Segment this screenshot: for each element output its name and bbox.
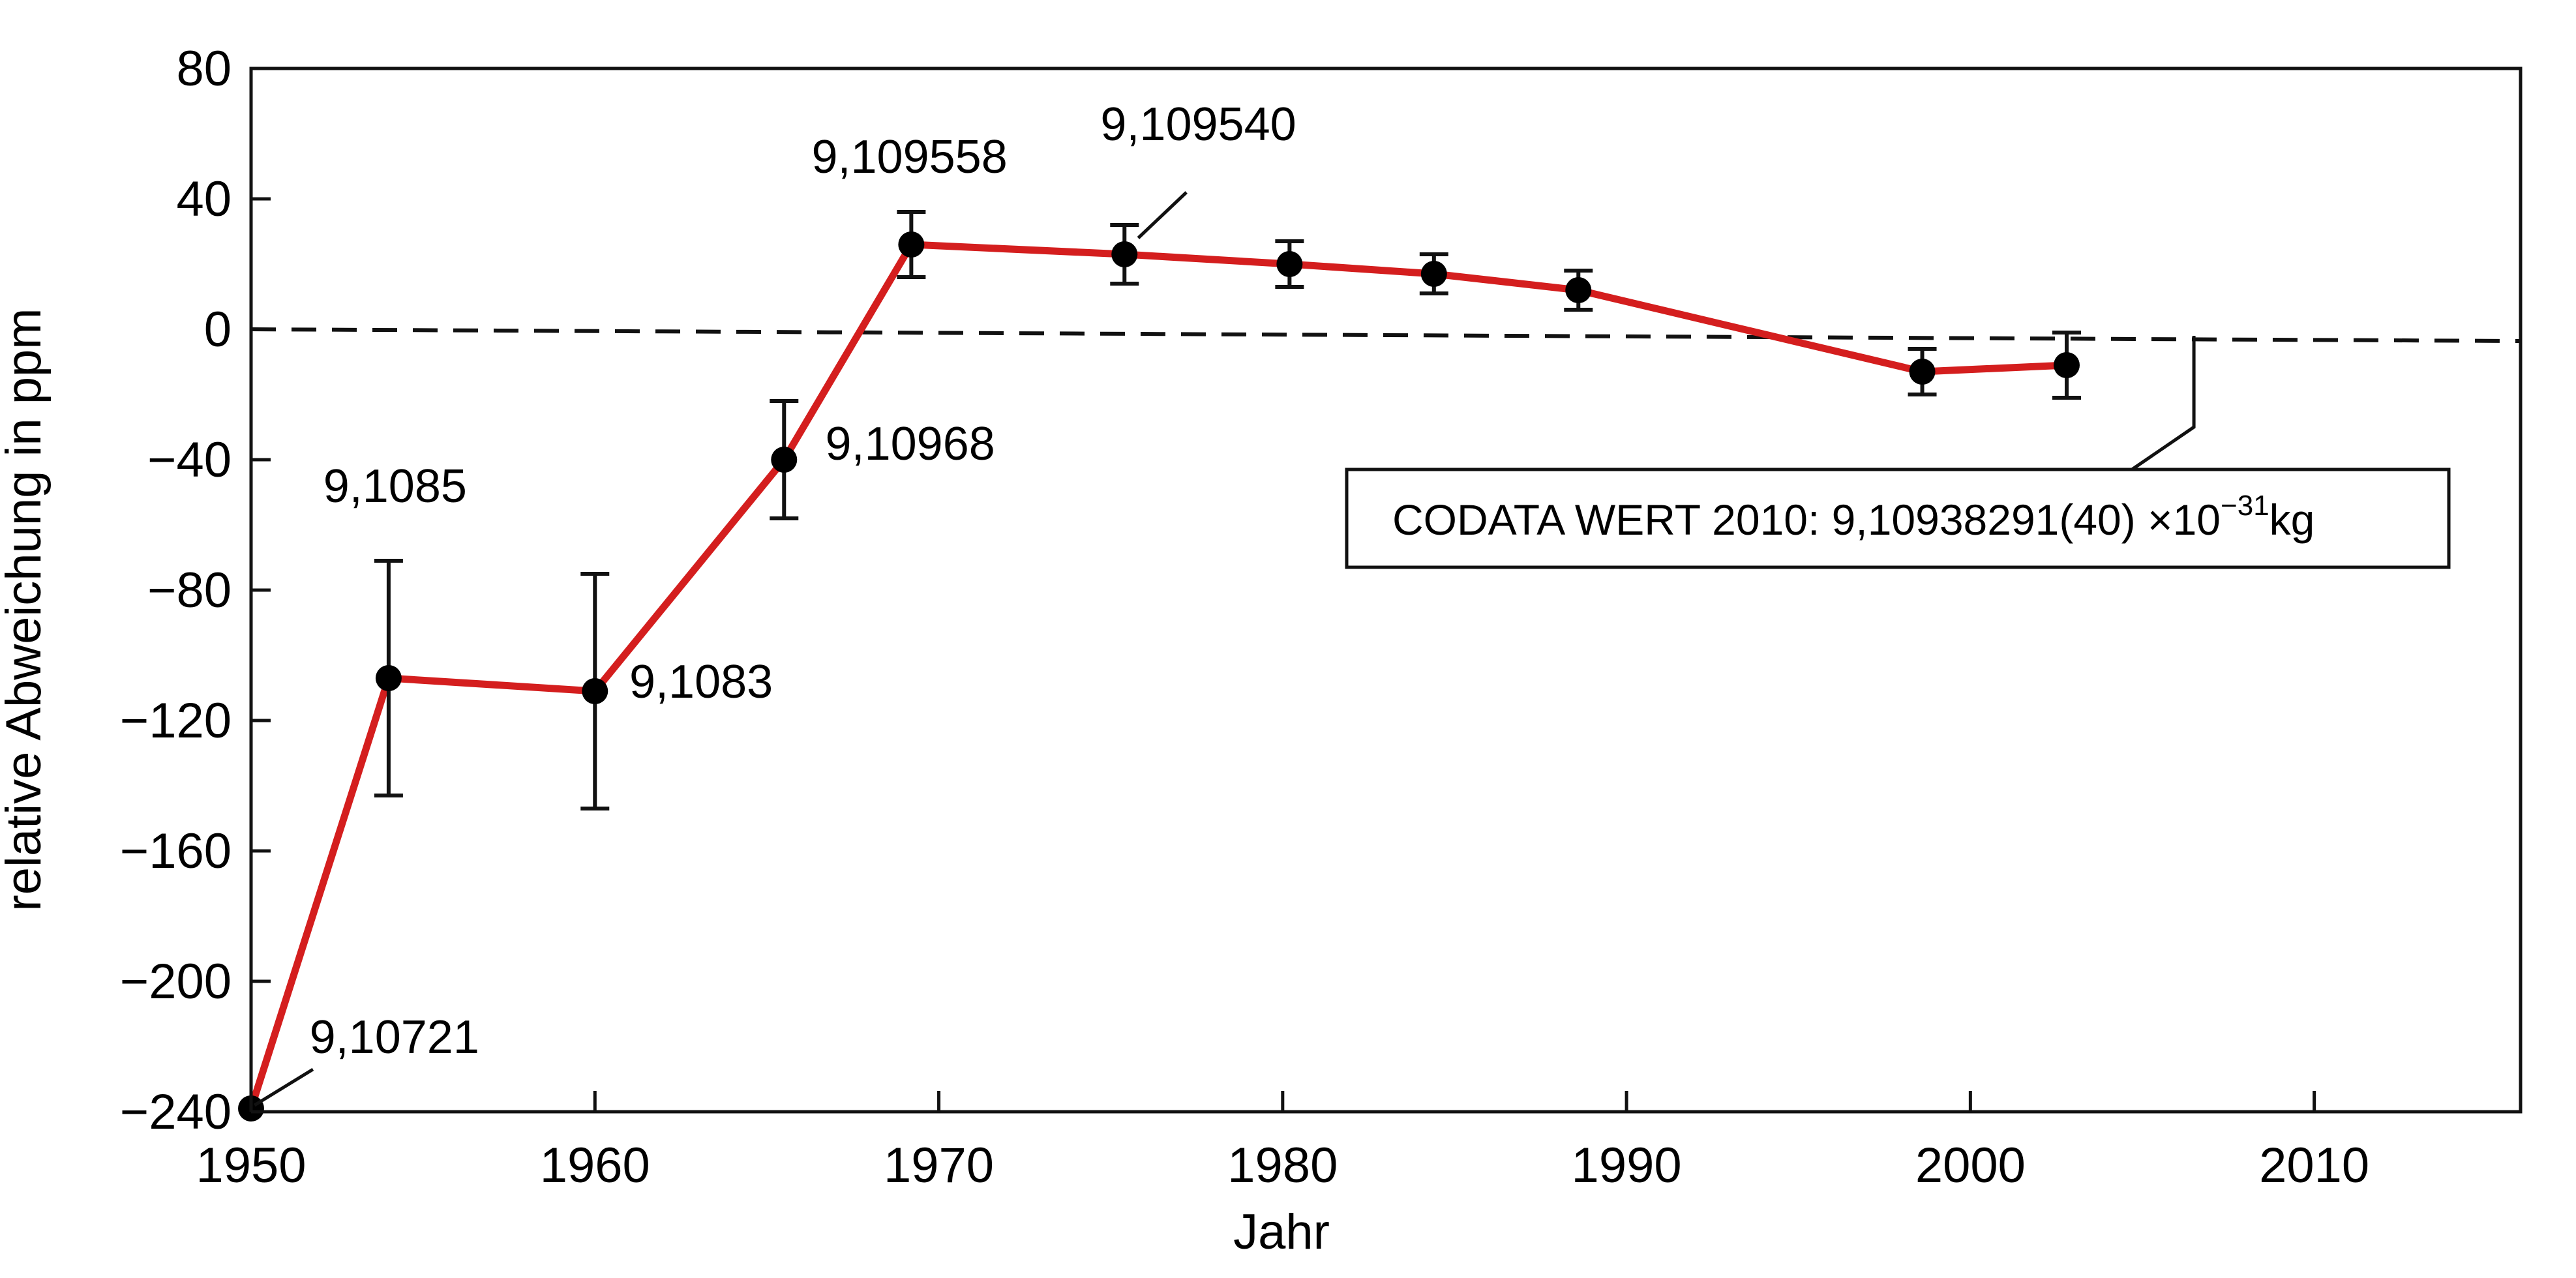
plot-frame-layer bbox=[249, 67, 2523, 1114]
data-point bbox=[2054, 352, 2080, 378]
codata-exponent: −31 bbox=[2221, 490, 2269, 522]
x-axis-label: Jahr bbox=[1233, 1204, 1330, 1260]
value-annotation: 9,1083 bbox=[629, 656, 773, 708]
data-point bbox=[898, 231, 925, 258]
y-tick-label: −40 bbox=[147, 432, 232, 488]
codata-unit: kg bbox=[2269, 496, 2315, 544]
reference-layer bbox=[250, 327, 2521, 343]
x-tick-label: 1960 bbox=[540, 1138, 650, 1193]
reference-zero-line bbox=[250, 327, 2521, 343]
y-tick-label: −160 bbox=[120, 824, 232, 879]
codata-text: CODATA WERT 2010: 9,10938291(40) ×10−31k… bbox=[1392, 490, 2314, 544]
plot-frame bbox=[249, 67, 2523, 1114]
codata-box bbox=[1345, 468, 2451, 569]
data-point bbox=[1111, 241, 1138, 267]
y-tick-label: −80 bbox=[147, 563, 232, 618]
y-tick-label: −200 bbox=[120, 954, 232, 1009]
x-tick-label: 2010 bbox=[2259, 1138, 2369, 1193]
value-annotation: 9,10721 bbox=[310, 1011, 479, 1063]
value-annotation: 9,1085 bbox=[323, 460, 467, 513]
annotation-leader-line bbox=[1137, 191, 1188, 239]
y-tick-label: 40 bbox=[176, 171, 232, 227]
y-tick-label: −120 bbox=[120, 693, 232, 749]
data-point bbox=[1909, 359, 1936, 385]
series-line bbox=[247, 241, 2067, 1110]
x-tick-label: 1980 bbox=[1227, 1138, 1338, 1193]
x-tick-label: 1950 bbox=[196, 1138, 306, 1193]
x-tick-label: 1990 bbox=[1572, 1138, 1682, 1193]
x-tick-label: 1970 bbox=[884, 1138, 994, 1193]
codata-main-text: CODATA WERT 2010: 9,10938291(40) ×10 bbox=[1392, 496, 2221, 544]
point-layer bbox=[238, 231, 2080, 1122]
series-line-layer bbox=[247, 241, 2067, 1110]
value-annotation: 9,109540 bbox=[1100, 98, 1296, 151]
y-axis-label: relative Abweichung in ppm bbox=[0, 308, 52, 911]
annotation-leader-line bbox=[253, 1067, 314, 1107]
x-tick-label: 2000 bbox=[1915, 1138, 2026, 1193]
codata-leader-line bbox=[2131, 336, 2196, 471]
data-point bbox=[582, 678, 608, 704]
value-annotation: 9,10968 bbox=[826, 418, 995, 470]
data-point bbox=[1420, 261, 1447, 287]
value-annotation: 9,109558 bbox=[811, 131, 1007, 183]
data-point bbox=[771, 447, 798, 473]
y-tick-label: −240 bbox=[120, 1084, 232, 1140]
data-point bbox=[375, 665, 402, 691]
data-point bbox=[1276, 251, 1303, 277]
y-tick-label: 80 bbox=[176, 41, 232, 97]
data-point bbox=[1565, 277, 1592, 303]
y-tick-label: 0 bbox=[204, 302, 232, 357]
annotation-layer: 9,10721 9,1085 9,1083 9,10968 9,109558 9,1095… bbox=[253, 98, 1296, 1107]
codata-box-layer: CODATA WERT 2010: 9,10938291(40) ×10−31k… bbox=[1345, 336, 2451, 569]
